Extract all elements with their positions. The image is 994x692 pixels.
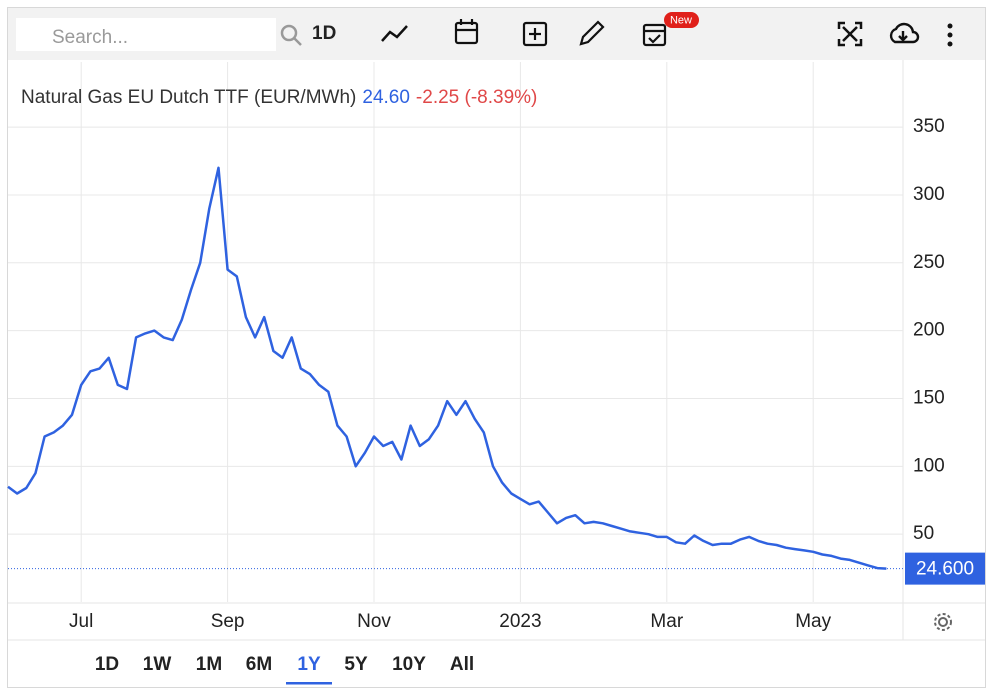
- widget-frame: [7, 7, 986, 688]
- events-icon[interactable]: [642, 23, 667, 47]
- range-button[interactable]: 1Y: [297, 654, 321, 675]
- calendar-icon[interactable]: [454, 19, 479, 45]
- chart-header: Natural Gas EU Dutch TTF (EUR/MWh) 24.60-…: [21, 87, 543, 109]
- price-line: [7, 166, 887, 570]
- plot: [7, 166, 903, 570]
- y-tick-label: 300: [913, 184, 945, 205]
- range-button[interactable]: 1W: [143, 654, 172, 675]
- last-price-label: 24.600: [916, 559, 974, 580]
- draw-icon[interactable]: [579, 20, 605, 46]
- chart-type-icon[interactable]: [381, 25, 408, 42]
- chart-title: Natural Gas EU Dutch TTF (EUR/MWh): [21, 87, 357, 108]
- range-button[interactable]: 5Y: [344, 654, 368, 675]
- menu-icon[interactable]: [947, 23, 953, 47]
- x-tick-label: 2023: [499, 611, 541, 632]
- y-tick-label: 250: [913, 252, 945, 273]
- x-tick-label: Jul: [69, 611, 93, 632]
- range-button[interactable]: All: [450, 654, 474, 675]
- x-tick-label: Mar: [650, 611, 683, 632]
- x-tick-label: Sep: [211, 611, 245, 632]
- download-icon[interactable]: [889, 22, 920, 44]
- fullscreen-icon[interactable]: [837, 21, 863, 47]
- new-badge: [664, 12, 699, 28]
- y-tick-label: 50: [913, 523, 934, 544]
- new-badge-text: New: [670, 14, 692, 26]
- active-range-underline: [286, 682, 332, 685]
- change-value: -2.25 (-8.39%): [415, 87, 538, 108]
- x-tick-label: Nov: [357, 611, 391, 632]
- range-button[interactable]: 1D: [95, 654, 119, 675]
- y-tick-label: 350: [913, 116, 945, 137]
- settings-icon[interactable]: [934, 613, 952, 631]
- y-tick-label: 150: [913, 387, 945, 408]
- search-icon[interactable]: [280, 24, 302, 46]
- search-placeholder: Search...: [52, 27, 128, 48]
- last-value: 24.60: [362, 87, 410, 108]
- indicator-icon[interactable]: [522, 21, 548, 47]
- y-tick-label: 100: [913, 455, 945, 476]
- range-button[interactable]: 6M: [246, 654, 272, 675]
- interval-button[interactable]: 1D: [312, 23, 336, 44]
- search-box[interactable]: [16, 18, 276, 51]
- y-tick-label: 200: [913, 320, 945, 341]
- grid: [8, 62, 903, 602]
- last-price-tag: [905, 552, 985, 585]
- range-button[interactable]: 10Y: [392, 654, 426, 675]
- x-tick-label: May: [795, 611, 831, 632]
- range-button[interactable]: 1M: [196, 654, 222, 675]
